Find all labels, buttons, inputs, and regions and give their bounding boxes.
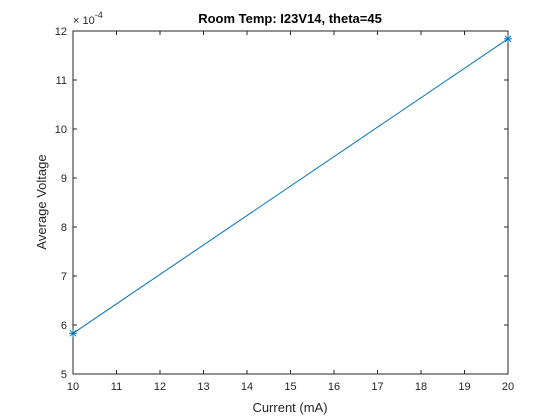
y-tick-label: 7 (61, 271, 67, 283)
y-axis: 5 6 7 8 9 10 11 12 (55, 26, 508, 381)
x-tick-label: 19 (458, 381, 470, 393)
y-tick-label: 12 (55, 26, 67, 38)
x-tick-label: 11 (111, 381, 122, 393)
x-tick-label: 20 (502, 381, 514, 393)
y-tick-label: 9 (61, 173, 67, 185)
y-exponent-base: × 10 (73, 15, 95, 27)
y-tick-label: 6 (61, 320, 67, 332)
series-line (72, 38, 509, 334)
x-tick-label: 18 (415, 381, 427, 393)
chart-title: Room Temp: I23V14, theta=45 (198, 11, 382, 26)
data-point-marker (69, 329, 77, 338)
x-tick-label: 15 (284, 381, 296, 393)
y-tick-label: 11 (56, 75, 67, 87)
series-group (69, 34, 512, 338)
x-tick-label: 12 (154, 381, 166, 393)
x-axis: 10 11 12 13 14 15 16 17 18 19 20 (67, 31, 514, 393)
x-tick-label: 13 (197, 381, 209, 393)
y-exponent-power: -4 (95, 10, 103, 20)
x-tick-label: 16 (328, 381, 340, 393)
y-axis-label: Average Voltage (34, 154, 49, 249)
y-tick-label: 5 (61, 369, 67, 381)
y-tick-label: 8 (61, 222, 67, 234)
x-tick-label: 17 (371, 381, 383, 393)
x-tick-label: 14 (241, 381, 253, 393)
y-tick-label: 10 (55, 124, 67, 136)
x-tick-label: 10 (67, 381, 79, 393)
marker-stroke (69, 329, 77, 337)
y-axis-exponent: × 10-4 (73, 10, 103, 27)
x-axis-label: Current (mA) (252, 400, 327, 415)
data-point-marker (504, 34, 512, 43)
marker-stroke (504, 35, 512, 43)
